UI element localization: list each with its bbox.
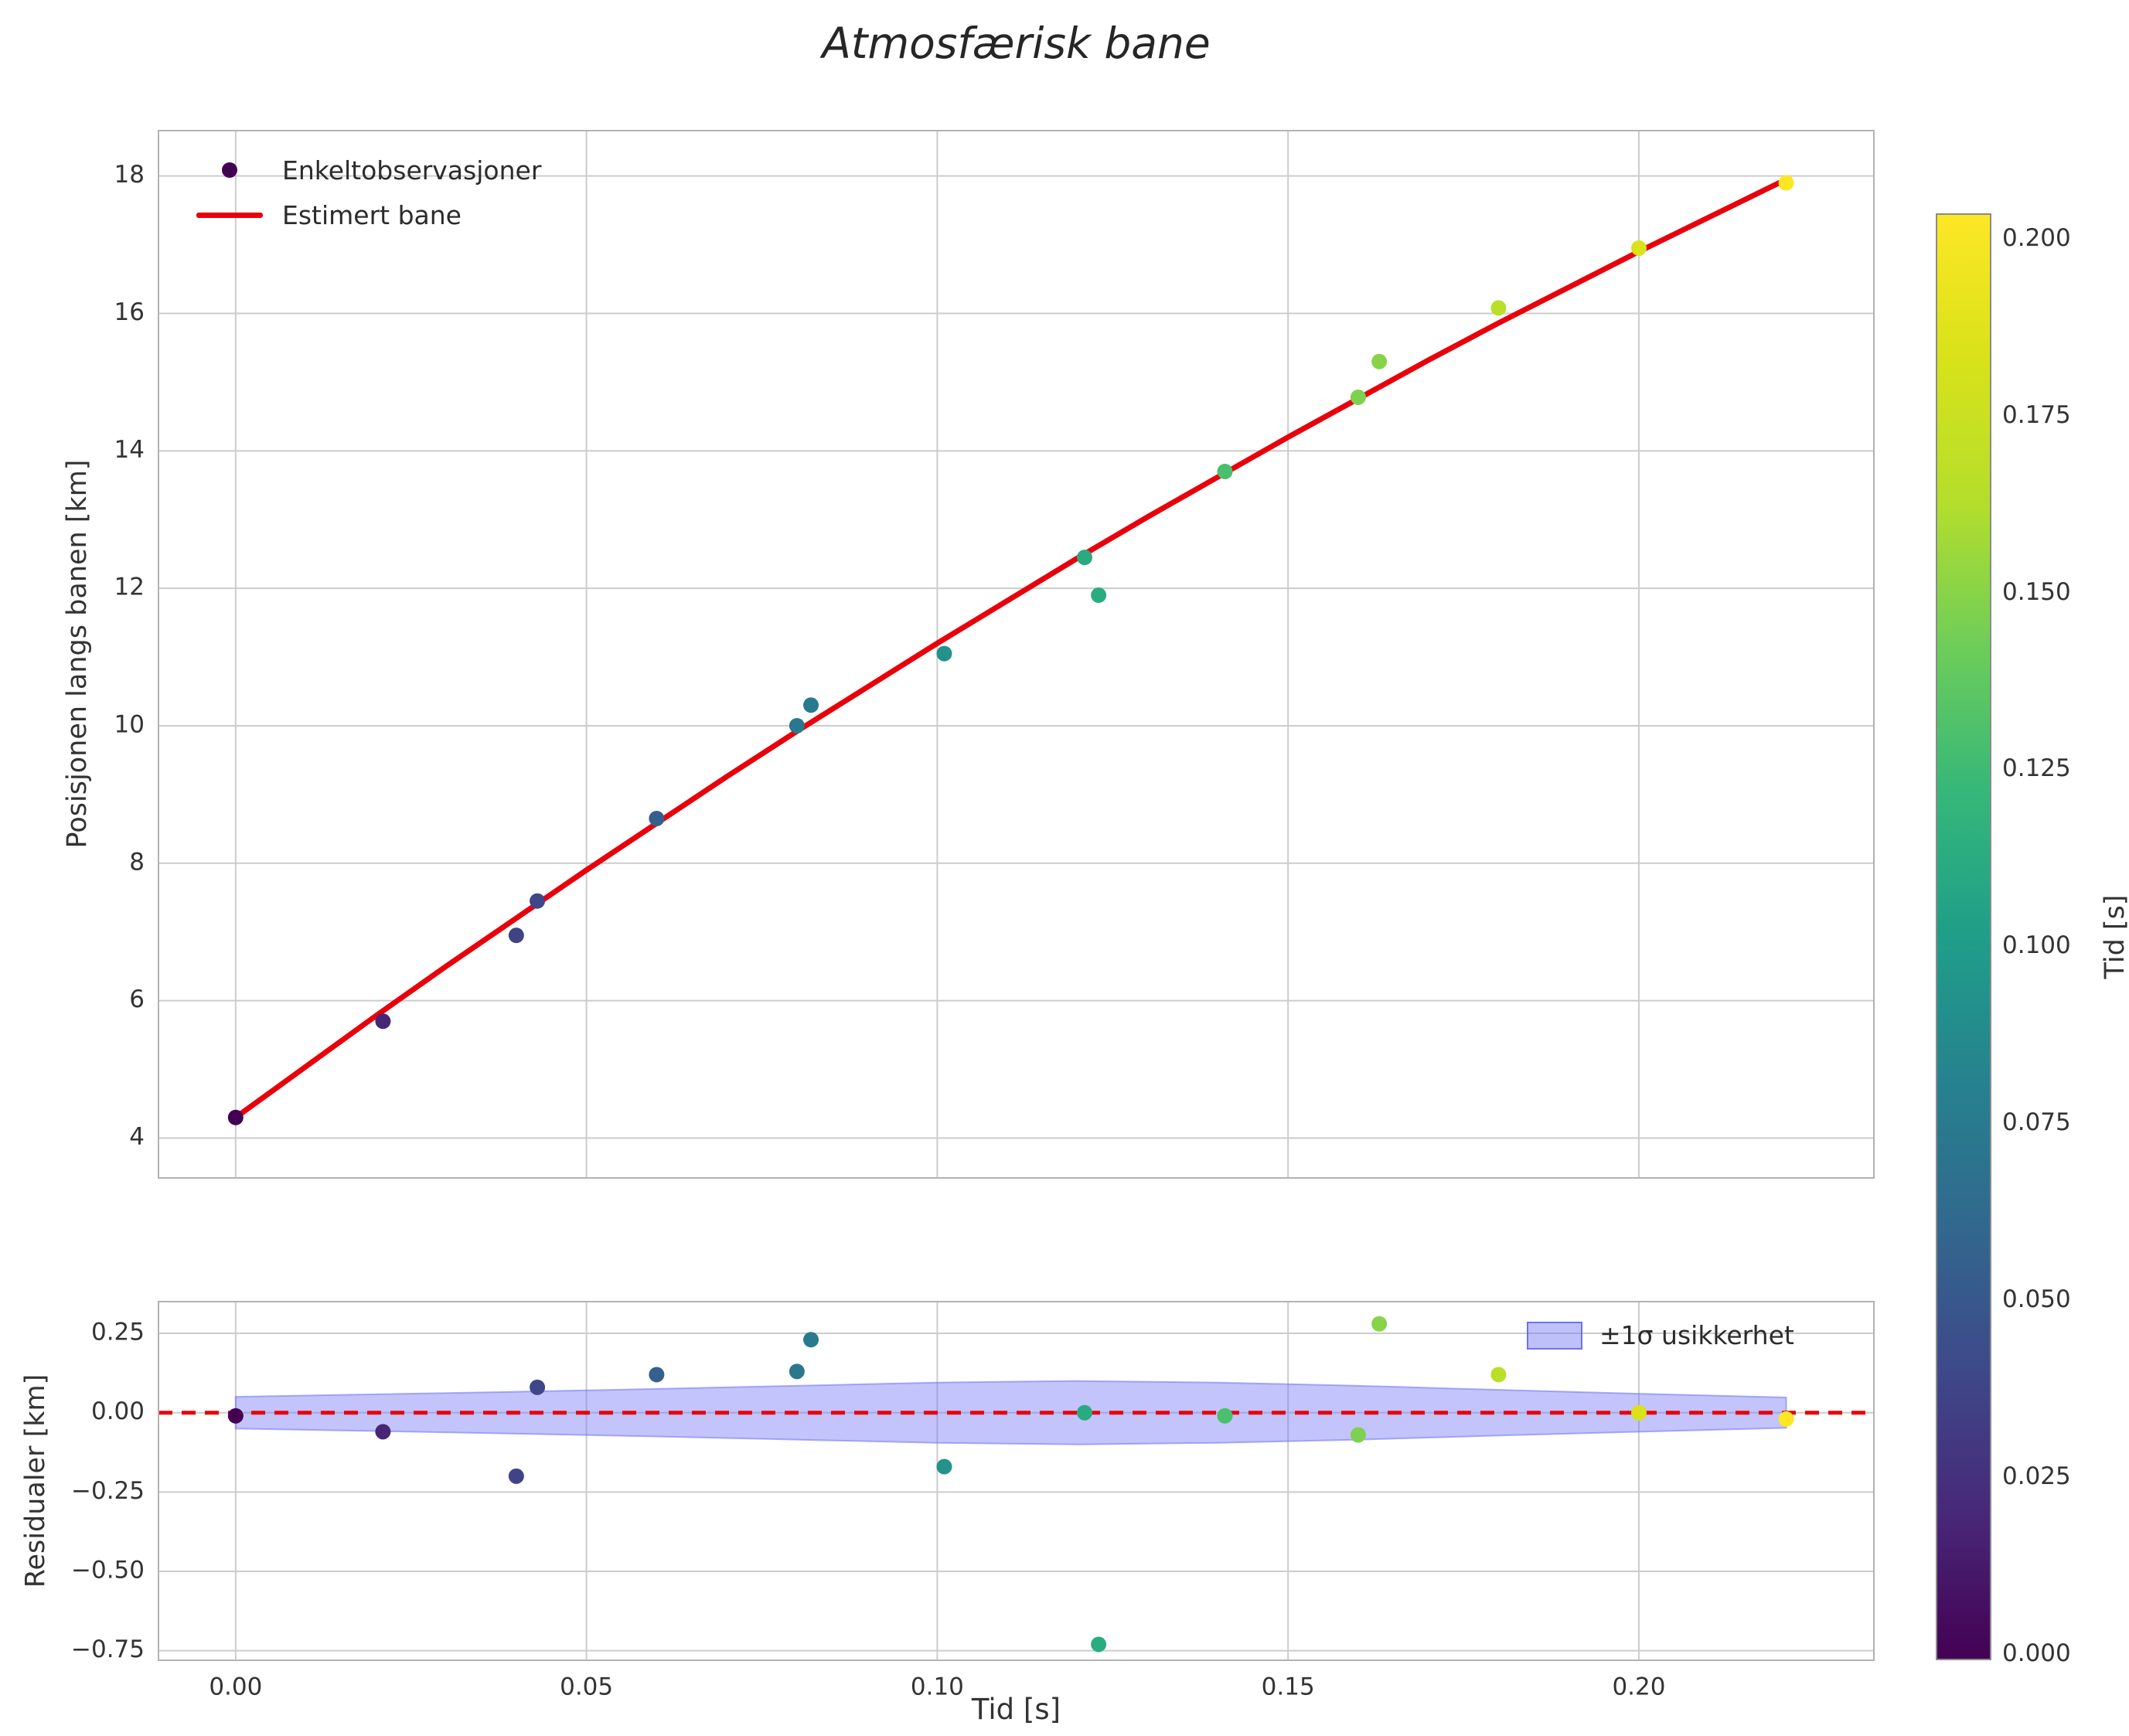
observations-legend-label: Enkeltobservasjoner [282, 155, 542, 186]
data-point [1371, 1316, 1388, 1332]
colorbar-tick-label: 0.175 [2002, 400, 2071, 429]
x-tick-label: 0.05 [560, 1673, 613, 1700]
fit-line-icon [196, 212, 263, 218]
data-point [1778, 1411, 1794, 1427]
data-point [530, 1379, 546, 1395]
legend-entry-observations: Enkeltobservasjoner [189, 148, 541, 192]
y-tick-label: −0.25 [71, 1477, 145, 1505]
data-point [375, 1013, 391, 1030]
y-tick-label: 8 [129, 848, 145, 876]
data-point [803, 697, 819, 713]
data-point [1091, 1636, 1107, 1653]
data-point [1630, 1404, 1647, 1421]
colorbar-tick-label: 0.075 [2002, 1108, 2071, 1137]
fit-line [233, 180, 1782, 1121]
data-point [789, 1363, 805, 1380]
y-tick-label: 12 [114, 574, 145, 601]
colorbar-tick-label: 0.025 [2002, 1462, 2071, 1490]
data-point [375, 1424, 391, 1440]
y-tick-label: −0.50 [71, 1557, 145, 1585]
colorbar-tick-label: 0.000 [2002, 1639, 2071, 1667]
figure-title: Atmosfærisk bane [822, 19, 1211, 68]
data-point [1778, 175, 1794, 191]
x-tick-label: 0.20 [1612, 1673, 1665, 1700]
y-tick-label: 10 [114, 710, 145, 738]
trajectory-plot: 4 6 8 10 12 14 16 18 Enkeltobservasjoner Estime… [114, 130, 1875, 1179]
axes-frame [158, 1301, 1875, 1661]
data-point [1490, 1367, 1507, 1383]
data-point [649, 810, 665, 826]
data-point [1217, 463, 1233, 479]
data-point [936, 1459, 952, 1475]
data-point [1350, 389, 1366, 405]
colorbar-label: Tid [s] [2100, 894, 2129, 979]
data-point [789, 717, 805, 734]
data-point [1350, 1427, 1366, 1443]
y-tick-label: 6 [129, 985, 145, 1013]
data-point [803, 1332, 819, 1348]
residual-plot: 0.25 0.00 −0.25 −0.50 −0.75 0.00 0.05 0.10 0.15 0… [71, 1301, 1875, 1700]
trajectory-canvas: 4 6 8 10 12 14 16 18 [114, 130, 1875, 1179]
observations-marker-icon [222, 162, 237, 178]
data-point [1076, 550, 1092, 566]
data-point [1217, 1408, 1233, 1424]
data-point [649, 1367, 665, 1383]
y-tick-label: 14 [114, 436, 145, 464]
colorbar: 0.200 0.175 0.150 0.125 0.100 0.075 0.050 0.025… [1936, 213, 2071, 1667]
data-point [936, 645, 952, 662]
y-tick-label: 0.25 [91, 1319, 145, 1346]
legend-entry-fit: Estimert bane [189, 192, 541, 237]
data-point [1371, 353, 1388, 369]
colorbar-tick-label: 0.150 [2002, 577, 2071, 606]
colorbar-tick-label: 0.125 [2002, 754, 2071, 783]
fit-legend-mark-cell [189, 212, 270, 218]
residual-y-axis-label: Residualer [km] [20, 1373, 51, 1588]
y-tick-label: 4 [129, 1123, 145, 1151]
data-point [227, 1408, 244, 1424]
y-tick-label: 16 [114, 298, 145, 326]
trajectory-y-axis-label: Posisjonen langs banen [km] [62, 459, 93, 849]
colorbar-tick-label: 0.200 [2002, 223, 2071, 252]
observations-legend-mark-cell [189, 162, 270, 178]
fit-legend-label: Estimert bane [282, 199, 462, 230]
y-tick-label: 0.00 [91, 1397, 145, 1425]
x-tick-label: 0.10 [911, 1673, 964, 1700]
data-point [530, 893, 546, 909]
data-point [1630, 240, 1647, 257]
data-point [227, 1109, 244, 1125]
axes-frame [158, 130, 1875, 1179]
data-point [1076, 1404, 1092, 1421]
y-tick-label: 18 [114, 161, 145, 189]
uncertainty-legend-label: ±1σ usikkerhet [1599, 1320, 1794, 1350]
uncertainty-band-icon [1527, 1321, 1582, 1350]
x-axis-label: Tid [s] [971, 1693, 1061, 1726]
x-tick-label: 0.00 [209, 1673, 262, 1700]
y-tick-label: −0.75 [71, 1636, 145, 1663]
data-point [1091, 587, 1107, 604]
colorbar-ticks: 0.200 0.175 0.150 0.125 0.100 0.075 0.050 0.025… [1936, 213, 2071, 1667]
x-tick-label: 0.15 [1262, 1673, 1315, 1700]
trajectory-legend: Enkeltobservasjoner Estimert bane [189, 148, 541, 237]
residuals-canvas: 0.25 0.00 −0.25 −0.50 −0.75 0.00 0.05 0.10 0.15 0… [71, 1301, 1875, 1700]
colorbar-tick-label: 0.100 [2002, 931, 2071, 960]
colorbar-tick-label: 0.050 [2002, 1285, 2071, 1313]
data-point [508, 1468, 524, 1484]
data-point [1490, 300, 1507, 316]
data-point [508, 928, 524, 944]
uncertainty-band [234, 1380, 1787, 1445]
residual-legend: ±1σ usikkerhet [1527, 1320, 1794, 1350]
colorbar-gradient [1936, 213, 1991, 1660]
